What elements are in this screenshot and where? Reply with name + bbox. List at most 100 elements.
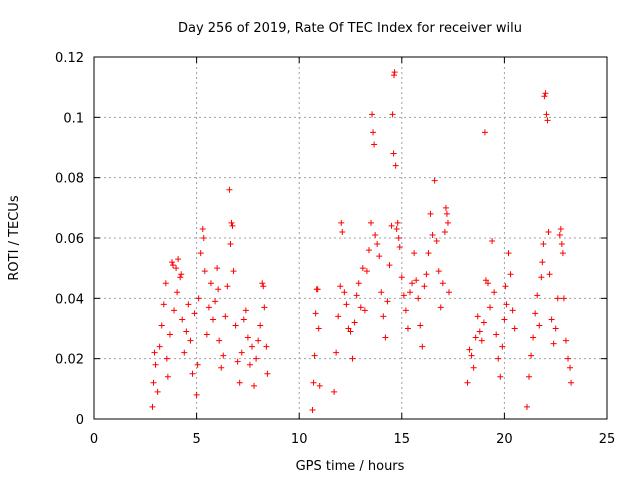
y-tick-label: 0 — [76, 413, 84, 428]
data-point — [368, 219, 375, 226]
data-point — [244, 334, 251, 341]
data-point — [309, 406, 316, 413]
data-point — [543, 111, 550, 118]
data-point — [170, 262, 177, 269]
data-point — [341, 289, 348, 296]
data-point — [162, 280, 169, 287]
data-point — [505, 250, 512, 257]
data-point — [395, 235, 402, 241]
data-point — [220, 352, 227, 359]
data-point — [559, 250, 566, 257]
data-point — [526, 373, 533, 380]
data-point — [166, 331, 173, 338]
data-point — [355, 280, 362, 287]
data-point — [232, 322, 239, 329]
data-point — [361, 307, 368, 314]
data-point — [528, 352, 535, 359]
data-point — [545, 228, 552, 235]
data-point — [187, 337, 194, 344]
data-point — [156, 343, 163, 350]
data-point — [536, 322, 543, 329]
data-point — [227, 241, 234, 248]
data-point — [398, 274, 405, 281]
data-point — [333, 349, 340, 356]
data-point — [222, 313, 229, 320]
data-point — [431, 177, 438, 184]
data-point — [311, 352, 318, 359]
data-point — [349, 355, 356, 362]
data-point — [251, 382, 258, 389]
data-point — [257, 322, 264, 329]
data-point — [372, 231, 379, 238]
data-point — [540, 241, 547, 248]
data-point — [568, 379, 575, 386]
data-point — [557, 225, 564, 232]
data-point — [437, 304, 444, 311]
data-point — [369, 111, 376, 118]
data-point — [380, 313, 387, 320]
data-point — [240, 316, 247, 323]
data-point — [343, 301, 350, 308]
data-point — [215, 286, 222, 293]
data-point — [234, 358, 241, 365]
data-point — [197, 250, 204, 257]
data-point — [386, 262, 393, 269]
data-point — [541, 93, 548, 100]
data-point — [194, 361, 201, 368]
data-point — [249, 343, 256, 350]
data-point — [417, 322, 424, 329]
data-point — [538, 274, 545, 281]
data-point — [558, 241, 565, 248]
data-point — [402, 307, 409, 314]
data-point — [152, 361, 159, 368]
data-point — [228, 219, 235, 226]
data-point — [425, 250, 432, 257]
data-point — [335, 313, 342, 320]
data-point — [154, 388, 161, 395]
data-point — [171, 307, 178, 314]
data-point — [464, 379, 471, 386]
data-point — [316, 382, 323, 389]
data-point — [392, 162, 399, 169]
data-point — [253, 355, 260, 362]
data-point — [388, 222, 395, 229]
data-point — [495, 355, 502, 362]
data-point — [429, 231, 436, 238]
data-point — [339, 228, 346, 235]
data-point — [173, 265, 180, 272]
data-point — [484, 280, 491, 287]
y-tick-label: 0.12 — [55, 51, 84, 66]
data-point — [491, 289, 498, 296]
data-point — [371, 141, 378, 148]
data-point — [441, 228, 448, 235]
data-points — [149, 69, 575, 413]
data-point — [523, 403, 530, 410]
data-point — [567, 364, 574, 371]
x-tick-label: 15 — [394, 432, 411, 447]
data-point — [472, 334, 479, 341]
data-point — [421, 283, 428, 290]
data-point — [411, 250, 418, 257]
data-point — [400, 292, 407, 299]
data-point — [201, 268, 208, 275]
data-point — [435, 268, 442, 275]
data-point — [236, 379, 243, 386]
data-point — [210, 316, 217, 323]
data-point — [502, 283, 509, 290]
data-point — [238, 349, 245, 356]
data-point — [389, 111, 396, 118]
data-point — [482, 277, 489, 284]
data-point — [407, 289, 414, 296]
chart-title: Day 256 of 2019, Rate Of TEC Index for r… — [178, 21, 522, 36]
axis-ticks: 0 5 10 15 20 25 0 0.02 0.04 0.06 0.08 0.1 0.12 — [55, 51, 615, 447]
data-point — [534, 292, 541, 299]
data-point — [195, 295, 202, 302]
data-point — [179, 316, 186, 323]
data-point — [532, 310, 539, 317]
data-point — [396, 244, 403, 251]
data-point — [481, 129, 488, 136]
data-point — [212, 298, 219, 305]
data-point — [394, 219, 401, 226]
data-point — [474, 313, 481, 320]
data-point — [261, 304, 268, 311]
